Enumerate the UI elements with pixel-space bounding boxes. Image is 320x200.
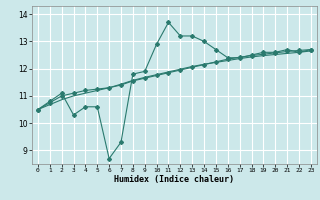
X-axis label: Humidex (Indice chaleur): Humidex (Indice chaleur) [115,175,234,184]
